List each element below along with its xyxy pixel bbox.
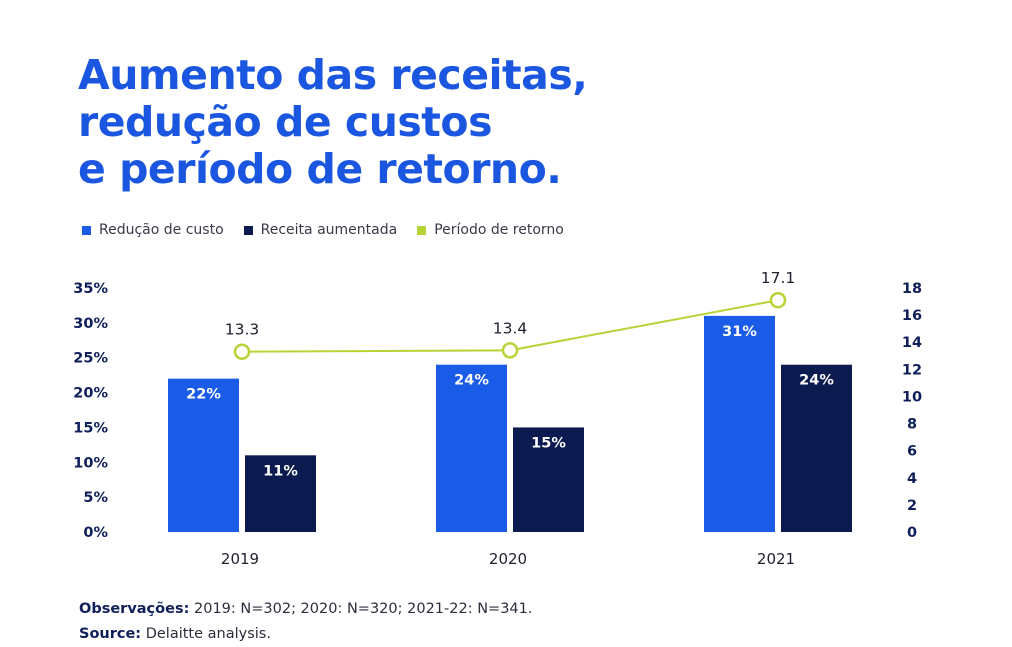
- y-right-tick-label: 16: [902, 308, 922, 324]
- bar-reducao-2021: [704, 315, 775, 532]
- line-point-2020: [501, 342, 519, 359]
- legend-label-receita: Receita aumentada: [260, 222, 398, 238]
- legend-swatch-receita: [243, 225, 253, 235]
- title-line-2: redução de custos: [78, 98, 492, 146]
- y-left-tick-label: 15%: [73, 420, 108, 436]
- title-line-1: Aumento das receitas,: [78, 51, 588, 99]
- observations-text: 2019: N=302; 2020: N=320; 2021-22: N=341…: [189, 601, 533, 617]
- chart-title: Aumento das receitas, redução de custos …: [78, 51, 588, 193]
- bar-reducao-2019: [168, 378, 239, 532]
- line-point-2021: [769, 291, 787, 309]
- y-right-tick-label: 0: [907, 525, 917, 541]
- bar-data-label: 31%: [722, 324, 757, 340]
- y-left-tick-label: 25%: [73, 351, 108, 367]
- y-right-tick-label: 6: [907, 444, 917, 460]
- bar-receita-2021: [781, 364, 852, 532]
- legend-item-receita: Receita aumentada: [243, 222, 398, 238]
- line-data-label: 13.4: [493, 319, 528, 337]
- line-data-label: 13.3: [225, 321, 260, 339]
- y-right-tick-label: 18: [902, 281, 922, 297]
- y-right-tick-label: 14: [902, 335, 922, 351]
- y-left-tick-label: 5%: [83, 490, 108, 506]
- bar-data-label: 15%: [531, 435, 566, 451]
- bar-reducao-2020: [436, 364, 507, 532]
- y-left-tick-label: 35%: [73, 281, 108, 297]
- line-point-2019: [233, 343, 251, 360]
- y-left-tick-label: 20%: [73, 386, 108, 402]
- bar-data-label: 11%: [263, 463, 298, 479]
- legend-item-periodo: Período de retorno: [417, 222, 564, 238]
- y-right-tick-label: 2: [907, 498, 917, 514]
- notes: Observações: 2019: N=302; 2020: N=320; 2…: [79, 597, 532, 647]
- x-tick-label: 2021: [757, 550, 795, 568]
- legend: Redução de custo Receita aumentada Perío…: [82, 222, 564, 238]
- bar-data-label: 24%: [799, 373, 834, 389]
- title-line-3: e período de retorno.: [78, 145, 562, 193]
- legend-label-reducao: Redução de custo: [99, 222, 224, 238]
- y-left-tick-label: 30%: [73, 316, 108, 332]
- y-right-tick-label: 8: [907, 417, 917, 433]
- y-right-tick-label: 10: [902, 389, 922, 405]
- legend-swatch-periodo: [417, 225, 427, 235]
- bar-data-label: 22%: [186, 387, 221, 403]
- bar-receita-2020: [513, 427, 584, 532]
- source-line: Source: Delaitte analysis.: [79, 622, 532, 647]
- y-left-tick-label: 10%: [73, 455, 108, 471]
- source-text: Delaitte analysis.: [141, 626, 271, 642]
- source-label: Source:: [79, 626, 142, 642]
- bar-data-label: 24%: [454, 373, 489, 389]
- chart-plot: 0% 5% 10% 15% 20% 25% 30% 35% 0 2 4 6 8 10 12 14 16 18 22%…: [73, 269, 922, 568]
- y-left-tick-label: 0%: [83, 525, 108, 541]
- y-right-tick-label: 12: [902, 362, 922, 378]
- line-data-label: 17.1: [761, 269, 796, 287]
- x-tick-label: 2020: [489, 550, 527, 568]
- legend-swatch-reducao: [82, 225, 91, 235]
- bar-receita-2019: [245, 455, 316, 532]
- legend-label-periodo: Período de retorno: [434, 222, 564, 238]
- observations-label: Observações:: [79, 601, 190, 617]
- x-tick-label: 2019: [221, 550, 259, 568]
- y-right-tick-label: 4: [907, 471, 917, 487]
- observations-line: Observações: 2019: N=302; 2020: N=320; 2…: [79, 597, 532, 622]
- legend-item-reducao: Redução de custo: [82, 222, 224, 238]
